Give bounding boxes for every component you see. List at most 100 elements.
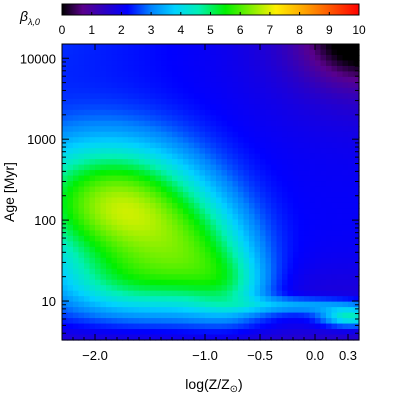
heatmap-cell	[254, 120, 261, 127]
heatmap-cell	[315, 285, 322, 292]
heatmap-cell	[271, 159, 278, 166]
heatmap-cell	[188, 197, 195, 204]
heatmap-cell	[287, 142, 294, 149]
heatmap-cell	[210, 104, 217, 111]
heatmap-cell	[62, 246, 69, 253]
heatmap-cell	[331, 170, 338, 177]
heatmap-cell	[188, 71, 195, 78]
heatmap-cell	[89, 109, 96, 116]
heatmap-cell	[304, 159, 311, 166]
heatmap-cell	[188, 285, 195, 292]
heatmap-cell	[243, 323, 250, 330]
heatmap-cell	[221, 181, 228, 188]
heatmap-cell	[150, 175, 157, 182]
heatmap-cell	[100, 307, 107, 314]
heatmap-cell	[353, 296, 360, 303]
heatmap-cell	[122, 323, 129, 330]
plot-frame	[61, 43, 360, 341]
heatmap-cell	[337, 312, 344, 319]
heatmap-cell	[128, 159, 135, 166]
heatmap-cell	[128, 44, 135, 51]
heatmap-cell	[287, 93, 294, 100]
heatmap-cell	[188, 93, 195, 100]
heatmap-cell	[315, 76, 322, 83]
heatmap-cell	[133, 257, 140, 264]
heatmap-cell	[194, 131, 201, 138]
heatmap-cell	[128, 120, 135, 127]
heatmap-cell	[67, 329, 74, 336]
heatmap-cell	[282, 208, 289, 215]
heatmap-cell	[144, 219, 151, 226]
heatmap-cell	[293, 93, 300, 100]
heatmap-cell	[95, 120, 102, 127]
heatmap-cell	[216, 197, 223, 204]
heatmap-cell	[139, 285, 146, 292]
heatmap-cell	[293, 148, 300, 155]
heatmap-cell	[309, 131, 316, 138]
heatmap-cell	[243, 296, 250, 303]
heatmap-cell	[100, 175, 107, 182]
heatmap-cell	[199, 49, 206, 56]
heatmap-cell	[100, 219, 107, 226]
heatmap-cell	[309, 307, 316, 314]
heatmap-cell	[276, 257, 283, 264]
heatmap-cell	[150, 49, 157, 56]
heatmap-cell	[315, 219, 322, 226]
heatmap-cell	[199, 257, 206, 264]
heatmap-cell	[84, 307, 91, 314]
heatmap-cell	[155, 290, 162, 297]
heatmap-cell	[89, 290, 96, 297]
heatmap-cell	[232, 296, 239, 303]
heatmap-cell	[238, 307, 245, 314]
heatmap-cell	[166, 301, 173, 308]
heatmap-cell	[249, 71, 256, 78]
heatmap-cell	[249, 49, 256, 56]
heatmap-cell	[249, 159, 256, 166]
heatmap-cell	[155, 131, 162, 138]
heatmap-cell	[117, 290, 124, 297]
heatmap-cell	[117, 192, 124, 199]
heatmap-cell	[309, 120, 316, 127]
heatmap-cell	[177, 246, 184, 253]
heatmap-cell	[265, 208, 272, 215]
heatmap-cell	[348, 82, 355, 89]
heatmap-cell	[353, 82, 360, 89]
heatmap-cell	[282, 98, 289, 105]
heatmap-cell	[166, 274, 173, 281]
heatmap-cell	[177, 219, 184, 226]
heatmap-cell	[331, 197, 338, 204]
heatmap-cell	[139, 219, 146, 226]
heatmap-cell	[260, 76, 267, 83]
heatmap-cell	[309, 186, 316, 193]
heatmap-cell	[315, 252, 322, 259]
heatmap-cell	[194, 301, 201, 308]
heatmap-cell	[100, 246, 107, 253]
heatmap-cell	[232, 76, 239, 83]
heatmap-cell	[166, 268, 173, 275]
heatmap-cell	[238, 175, 245, 182]
heatmap-cell	[128, 224, 135, 231]
heatmap-cell	[309, 49, 316, 56]
heatmap-cell	[265, 170, 272, 177]
heatmap-cell	[89, 301, 96, 308]
heatmap-cell	[183, 170, 190, 177]
heatmap-cell	[348, 44, 355, 51]
heatmap-cell	[67, 82, 74, 89]
heatmap-cell	[194, 120, 201, 127]
heatmap-cell	[155, 246, 162, 253]
heatmap-cell	[309, 60, 316, 67]
heatmap-cell	[100, 159, 107, 166]
heatmap-cell	[348, 71, 355, 78]
heatmap-cell	[232, 268, 239, 275]
heatmap-cell	[304, 274, 311, 281]
heatmap-cell	[122, 115, 129, 122]
heatmap-cell	[293, 230, 300, 237]
heatmap-cell	[67, 202, 74, 210]
heatmap-cell	[177, 224, 184, 231]
heatmap-cell	[331, 307, 338, 314]
heatmap-cell	[62, 208, 69, 215]
heatmap-cell	[106, 268, 113, 275]
heatmap-cell	[293, 87, 300, 94]
heatmap-cell	[326, 115, 333, 122]
